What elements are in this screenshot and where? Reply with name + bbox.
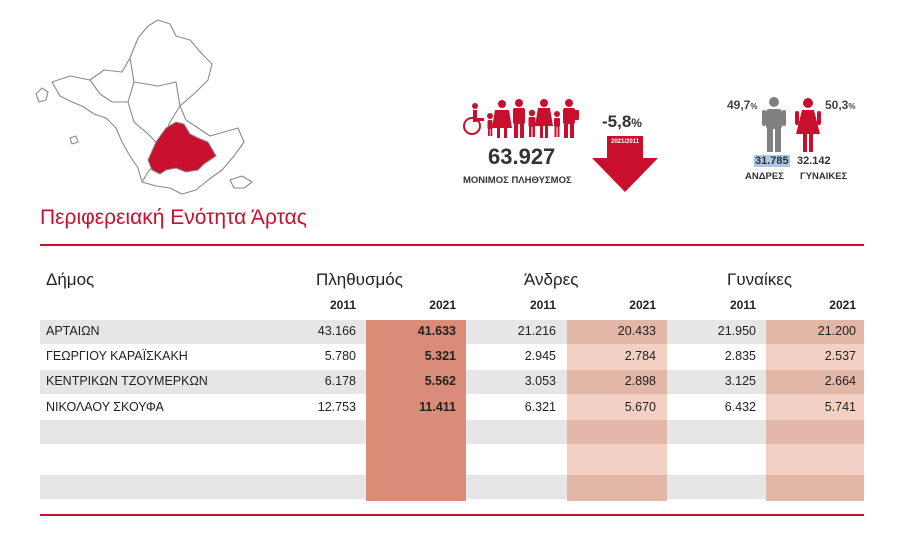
- pop2021-cell: 11.411: [419, 400, 456, 414]
- population-change-unit: %: [631, 116, 642, 130]
- pop2011-cell: 43.166: [317, 324, 356, 338]
- municipality-name: ΓΕΩΡΓΙΟΥ ΚΑΡΑΪΣΚΑΚΗ: [46, 349, 188, 363]
- pop2021-cell: 5.321: [424, 349, 456, 363]
- women2021-band: [766, 420, 864, 444]
- title-divider: [40, 244, 864, 246]
- men-label: ΑΝΔΡΕΣ: [745, 171, 784, 182]
- men2021-cell: 2.784: [624, 349, 656, 363]
- pop2021-cell: 41.633: [417, 324, 456, 338]
- men2011-cell: 3.053: [524, 374, 556, 388]
- header-women: Γυναίκες: [727, 270, 793, 289]
- men2021-cell: 2.898: [624, 374, 656, 388]
- population-change: -5,8%: [602, 112, 642, 132]
- total-population: 63.927: [488, 144, 556, 169]
- arta-region-highlight: [147, 121, 217, 175]
- year-header: 2011: [729, 298, 756, 312]
- pop2011-cell: 5.780: [324, 349, 356, 363]
- year-header: 2021: [429, 298, 456, 312]
- men-percentage: 49,7%: [727, 98, 757, 112]
- women2011-cell: 21.950: [717, 324, 756, 338]
- women2011-cell: 3.125: [724, 374, 756, 388]
- year-header: 2011: [329, 298, 356, 312]
- header-men: Άνδρες: [524, 270, 579, 289]
- year-header: 2011: [529, 298, 556, 312]
- men2021-band: [567, 475, 667, 501]
- men2011-cell: 2.945: [524, 349, 556, 363]
- municipality-name: ΑΡΤΑΙΩΝ: [46, 324, 100, 338]
- men2021-column-fill: [567, 320, 667, 501]
- men2021-band: [567, 320, 667, 344]
- men-percentage-unit: %: [750, 102, 758, 111]
- page-title: Περιφερειακή Ενότητα Άρτας: [40, 206, 307, 229]
- municipality-name: ΚΕΝΤΡΙΚΩΝ ΤΖΟΥΜΕΡΚΩΝ: [46, 374, 208, 388]
- men2021-band: [567, 420, 667, 444]
- pop2021-column-fill: [366, 320, 466, 501]
- men-percentage-value: 49,7: [727, 98, 751, 112]
- down-arrow-icon: [592, 136, 658, 192]
- pop2021-cell: 5.562: [424, 374, 456, 388]
- men2011-cell: 6.321: [524, 400, 556, 414]
- women2021-column-fill: [766, 320, 864, 501]
- women-count: 32.142: [797, 155, 831, 167]
- pop2011-cell: 6.178: [324, 374, 356, 388]
- women-percentage-unit: %: [848, 102, 856, 111]
- population-change-value: -5,8: [602, 112, 632, 131]
- women2021-band: [766, 370, 864, 394]
- men-count: 31.785: [754, 155, 790, 167]
- women2011-cell: 2.835: [724, 349, 756, 363]
- municipality-name: ΝΙΚΟΛΑΟΥ ΣΚΟΥΦΑ: [46, 400, 164, 414]
- men2021-cell: 20.433: [617, 324, 656, 338]
- women-percentage: 50,3%: [825, 98, 855, 112]
- year-header: 2021: [629, 298, 656, 312]
- year-header: 2021: [829, 298, 856, 312]
- men2021-band: [567, 370, 667, 394]
- women2021-cell: 21.200: [817, 324, 856, 338]
- women2011-cell: 6.432: [724, 400, 756, 414]
- men2021-cell: 5.670: [624, 400, 656, 414]
- woman-icon: [795, 98, 821, 152]
- men2011-cell: 21.216: [517, 324, 556, 338]
- women2021-cell: 2.664: [824, 374, 856, 388]
- change-period: 2021/2011: [610, 139, 640, 145]
- region-map: [35, 19, 253, 195]
- man-icon: [762, 97, 786, 152]
- population-label: ΜΟΝΙΜΟΣ ΠΛΗΘΥΣΜΟΣ: [463, 175, 572, 186]
- header-population: Πληθυσμός: [316, 270, 403, 289]
- women2021-cell: 2.537: [824, 349, 856, 363]
- women2021-cell: 5.741: [824, 400, 856, 414]
- women-percentage-value: 50,3: [825, 98, 849, 112]
- women-label: ΓΥΝΑΙΚΕΣ: [800, 171, 848, 182]
- pop2011-cell: 12.753: [317, 400, 356, 414]
- header-municipality: Δήμος: [46, 270, 95, 289]
- bottom-divider: [40, 514, 864, 516]
- women2021-band: [766, 320, 864, 344]
- women2021-band: [766, 475, 864, 501]
- family-population-icon: [463, 99, 579, 138]
